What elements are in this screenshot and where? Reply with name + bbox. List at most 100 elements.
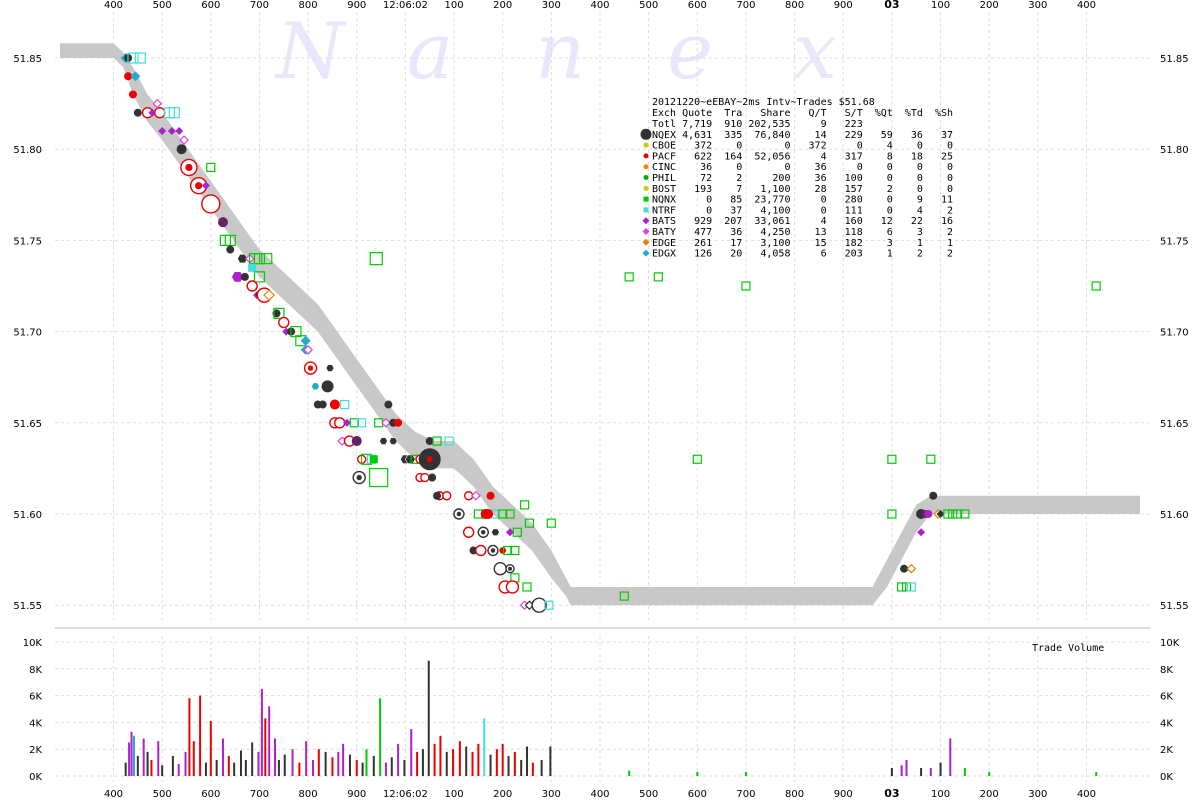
volume-bar xyxy=(531,762,534,776)
x-tick-label: 400 xyxy=(104,0,123,11)
x-tick-label: 300 xyxy=(1028,0,1047,11)
trade-marker xyxy=(394,418,403,427)
volume-bar xyxy=(949,738,952,776)
legend-marker xyxy=(643,142,649,148)
trade-marker xyxy=(357,418,367,428)
volume-bar xyxy=(227,755,230,776)
watermark-letter: a xyxy=(407,7,454,97)
x-tick-label: 200 xyxy=(493,789,512,800)
trade-marker xyxy=(168,107,180,119)
trade-marker xyxy=(369,455,378,464)
volume-bar xyxy=(465,746,468,776)
trade-marker xyxy=(519,500,530,510)
volume-bar xyxy=(331,757,334,776)
volume-bar xyxy=(744,771,747,776)
trade-marker xyxy=(512,527,522,537)
trade-marker xyxy=(349,418,359,428)
trade-marker-center xyxy=(307,365,314,371)
stats-row: BOST 193 7 1,100 28 157 2 0 0 xyxy=(652,184,953,195)
x-tick-label: 500 xyxy=(639,789,658,800)
trade-marker xyxy=(404,454,416,464)
trade-marker xyxy=(900,564,909,573)
trade-marker xyxy=(444,436,454,446)
volume-tick-label: 2K xyxy=(1160,745,1173,756)
trade-marker-center xyxy=(356,474,362,481)
volume-bar xyxy=(427,660,430,776)
x-tick-label: 600 xyxy=(201,789,220,800)
trade-marker xyxy=(486,491,495,500)
volume-bar xyxy=(128,742,131,776)
trade-marker xyxy=(442,491,452,501)
volume-bar xyxy=(298,762,301,776)
legend-marker xyxy=(643,196,649,202)
trade-marker xyxy=(253,271,266,283)
trade-marker xyxy=(176,144,187,155)
volume-bar xyxy=(549,746,552,776)
volume-bar xyxy=(379,698,382,776)
x-tick-label: 800 xyxy=(785,0,804,11)
trade-marker xyxy=(263,289,276,301)
volume-bar xyxy=(403,759,406,776)
price-tick-label: 51.65 xyxy=(13,419,42,430)
volume-bar xyxy=(890,767,893,776)
x-tick-label: 03 xyxy=(884,0,899,11)
trade-marker xyxy=(201,194,221,214)
volume-bar xyxy=(416,751,419,776)
trade-marker xyxy=(471,490,481,501)
trade-marker xyxy=(425,437,434,446)
volume-bar xyxy=(251,742,254,776)
trade-marker xyxy=(505,509,515,519)
price-tick-label: 51.60 xyxy=(1160,510,1189,521)
trade-marker-center xyxy=(508,566,512,571)
x-tick-label: 500 xyxy=(153,789,172,800)
trade-marker xyxy=(493,562,507,576)
x-tick-label: 300 xyxy=(542,0,561,11)
x-tick-label: 500 xyxy=(153,0,172,11)
volume-bar xyxy=(136,755,139,776)
volume-bar xyxy=(317,749,320,776)
trade-marker xyxy=(531,597,547,613)
price-tick-label: 51.85 xyxy=(1160,54,1189,65)
volume-bar xyxy=(291,749,294,776)
volume-bar xyxy=(342,743,345,776)
volume-bar xyxy=(900,765,903,776)
volume-bar xyxy=(433,743,436,776)
trade-marker xyxy=(128,90,137,99)
volume-bar xyxy=(365,749,368,776)
x-tick-label: 700 xyxy=(736,789,755,800)
trade-marker xyxy=(897,582,907,592)
volume-tick-label: 0K xyxy=(1160,772,1173,783)
volume-bar xyxy=(324,751,327,776)
trade-marker xyxy=(201,181,210,190)
trade-marker xyxy=(175,126,184,135)
x-tick-label: 900 xyxy=(347,0,366,11)
trade-marker xyxy=(369,467,389,488)
volume-bar xyxy=(526,746,529,776)
trade-marker xyxy=(311,382,320,391)
volume-bar xyxy=(146,751,149,776)
volume-bar xyxy=(458,741,461,776)
volume-bar xyxy=(124,762,127,776)
trade-marker-center xyxy=(426,456,433,463)
trade-marker xyxy=(1091,281,1101,291)
trade-marker xyxy=(462,526,475,538)
axis-labels: 400 400 500 500 600 600 700 700 800 800 900 900 12:0… xyxy=(13,0,1188,800)
price-tick-label: 51.80 xyxy=(13,145,42,156)
trade-marker xyxy=(741,281,751,291)
trade-marker xyxy=(343,418,352,427)
volume-tick-label: 10K xyxy=(1160,638,1180,649)
volume-bar xyxy=(221,738,224,776)
trade-marker xyxy=(960,509,970,519)
trade-marker xyxy=(133,108,142,117)
stats-row: BATS 929 207 33,061 4 160 12 22 16 xyxy=(652,216,953,227)
volume-bar xyxy=(283,754,286,776)
volume-bar xyxy=(390,757,393,776)
stats-row: NQNX 0 85 23,770 0 280 0 9 11 xyxy=(652,195,953,206)
trade-marker xyxy=(510,545,520,556)
volume-tick-label: 2K xyxy=(29,745,42,756)
trade-marker xyxy=(226,245,235,254)
trade-marker xyxy=(491,528,500,537)
trade-marker xyxy=(906,582,916,592)
x-tick-label: 800 xyxy=(299,0,318,11)
volume-bar xyxy=(540,759,543,776)
